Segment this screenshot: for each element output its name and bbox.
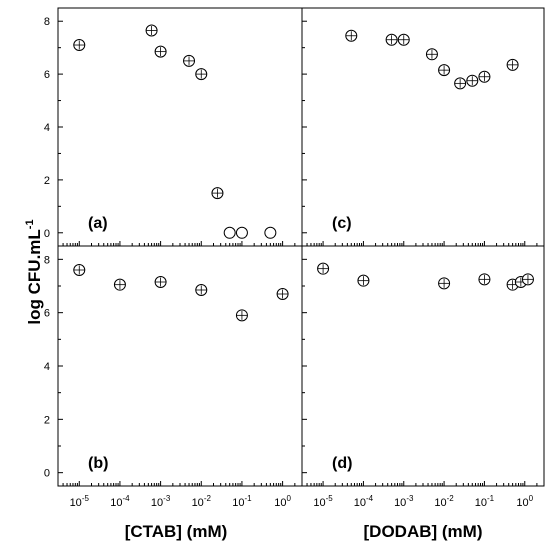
x-tick-label: 100 — [274, 494, 291, 509]
x-axis-label-ctab: [CTAB] (mM) — [125, 522, 228, 541]
data-point — [154, 45, 167, 58]
data-point — [145, 24, 158, 37]
data-point — [345, 29, 358, 42]
x-tick-label: 10-4 — [110, 494, 130, 509]
y-tick-label: 4 — [44, 122, 50, 134]
panel-label: (b) — [88, 455, 108, 472]
data-point — [466, 74, 479, 87]
data-point — [478, 70, 491, 83]
panel-frame — [57, 245, 303, 487]
panel-label: (a) — [88, 215, 108, 232]
x-tick-label: 10-1 — [232, 494, 252, 509]
data-point — [195, 68, 208, 81]
data-point — [235, 309, 248, 322]
data-point — [211, 187, 224, 200]
data-point — [154, 276, 167, 288]
y-axis-label: log CFU.mL-1 — [24, 219, 44, 324]
panel-c: (c) — [301, 7, 545, 247]
data-point — [183, 54, 196, 67]
data-point — [397, 33, 410, 46]
data-point — [264, 226, 277, 239]
x-tick-label: 10-1 — [475, 494, 495, 509]
panel-frame — [301, 7, 545, 247]
y-tick-label: 6 — [44, 308, 50, 320]
panel-label: (d) — [332, 455, 352, 472]
y-tick-label: 2 — [44, 175, 50, 187]
x-tick-label: 10-5 — [70, 494, 90, 509]
panel-b: 0 2 4 6 8 10-5 10-4 10-3 10-2 10-1 100 (b) — [44, 245, 303, 509]
data-point — [73, 264, 86, 276]
panel-label: (c) — [332, 215, 352, 232]
data-point — [317, 262, 330, 275]
y-tick-label: 8 — [44, 254, 50, 266]
x-tick-label: 10-4 — [354, 494, 374, 509]
y-tick-label: 0 — [44, 468, 50, 480]
data-point — [438, 277, 451, 290]
data-point — [276, 288, 289, 300]
panel-d: 10-5 10-4 10-3 10-2 10-1 100 (d) — [301, 245, 545, 509]
panel-a: 0 2 4 6 8 (a) — [44, 7, 303, 247]
data-point — [113, 278, 126, 291]
data-point — [385, 33, 398, 46]
panel-frame — [57, 7, 303, 247]
data-point — [506, 58, 519, 71]
panels: 0 2 4 6 8 (a) (c) 0 2 4 6 8 10-5 10-4 10-3 10-2 10-1 100 (… — [44, 7, 545, 509]
data-point — [454, 77, 467, 90]
x-tick-label: 10-3 — [151, 494, 171, 509]
x-tick-label: 10-3 — [394, 494, 414, 509]
y-tick-label: 4 — [44, 361, 50, 373]
y-tick-label: 0 — [44, 228, 50, 240]
data-point — [478, 273, 491, 286]
data-point — [195, 284, 208, 296]
x-tick-label: 10-2 — [434, 494, 454, 509]
y-tick-label: 8 — [44, 16, 50, 28]
data-point — [425, 48, 438, 61]
data-point — [235, 226, 248, 239]
y-tick-label: 2 — [44, 414, 50, 426]
data-point — [357, 274, 370, 287]
data-point — [223, 226, 236, 239]
data-point — [73, 39, 86, 52]
x-axis-label-dodab: [DODAB] (mM) — [364, 522, 483, 541]
x-tick-label: 10-5 — [313, 494, 333, 509]
y-tick-label: 6 — [44, 69, 50, 81]
data-point — [521, 273, 534, 286]
x-tick-label: 100 — [516, 494, 533, 509]
x-tick-label: 10-2 — [192, 494, 212, 509]
data-point — [438, 64, 451, 77]
